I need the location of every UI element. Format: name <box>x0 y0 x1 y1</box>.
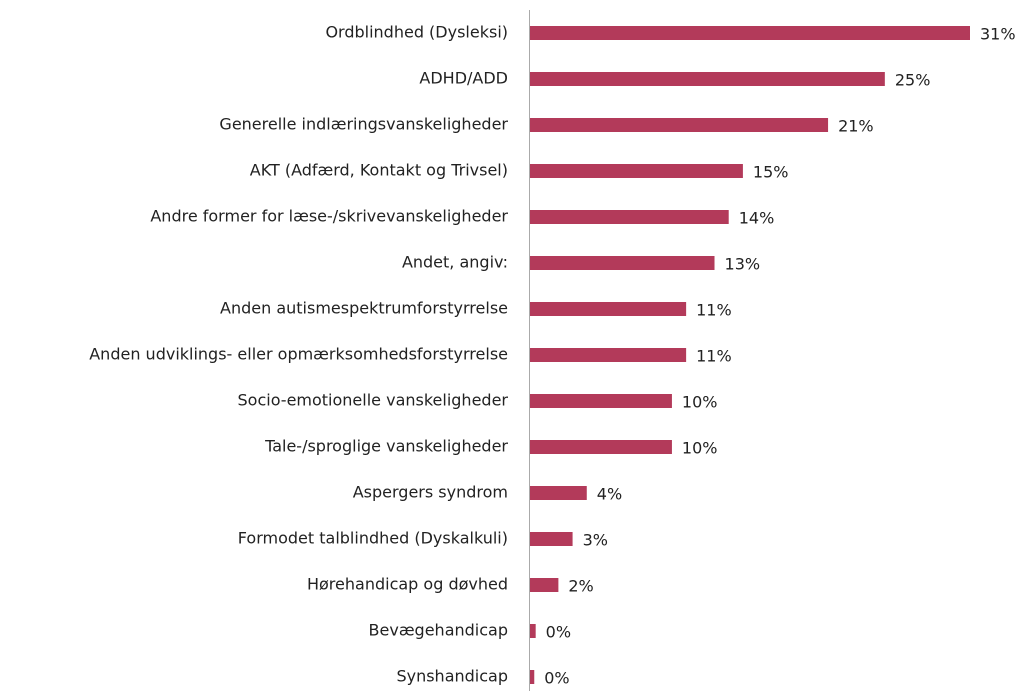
category-label: Bevægehandicap <box>369 621 508 640</box>
bar <box>530 348 687 362</box>
category-label: ADHD/ADD <box>419 69 508 88</box>
bar <box>530 624 536 638</box>
bar <box>530 532 573 546</box>
bar <box>530 210 729 224</box>
category-label: AKT (Adfærd, Kontakt og Trivsel) <box>250 161 508 180</box>
category-label: Tale-/sproglige vanskeligheder <box>264 437 508 456</box>
value-label: 0% <box>546 623 571 642</box>
category-label: Formodet talblindhed (Dyskalkuli) <box>238 529 508 548</box>
value-label: 0% <box>544 669 569 688</box>
category-label: Andre former for læse-/skrivevanskelighe… <box>150 207 508 226</box>
value-label: 14% <box>739 209 775 228</box>
value-label: 11% <box>696 347 732 366</box>
category-label: Aspergers syndrom <box>353 483 508 502</box>
category-label: Anden autismespektrumforstyrrelse <box>220 299 508 318</box>
bar <box>530 26 970 40</box>
bar <box>530 486 587 500</box>
bar <box>530 578 559 592</box>
value-label: 31% <box>980 25 1016 44</box>
bar <box>530 256 715 270</box>
bar <box>530 302 687 316</box>
value-label: 25% <box>895 71 931 90</box>
value-label: 4% <box>597 485 622 504</box>
bar <box>530 164 743 178</box>
value-label: 2% <box>568 577 593 596</box>
bar <box>530 72 885 86</box>
value-label: 10% <box>682 439 718 458</box>
category-label: Synshandicap <box>396 667 508 686</box>
bar <box>530 118 829 132</box>
category-label: Anden udviklings- eller opmærksomhedsfor… <box>89 345 508 364</box>
value-label: 21% <box>838 117 874 136</box>
value-label: 15% <box>753 163 789 182</box>
category-label: Socio-emotionelle vanskeligheder <box>238 391 509 410</box>
bar <box>530 394 672 408</box>
value-label: 10% <box>682 393 718 412</box>
value-label: 11% <box>696 301 732 320</box>
category-label: Ordblindhed (Dysleksi) <box>325 23 508 42</box>
category-label: Generelle indlæringsvanskeligheder <box>219 115 508 134</box>
bar <box>530 670 535 684</box>
value-label: 13% <box>725 255 761 274</box>
bar <box>530 440 672 454</box>
category-label: Hørehandicap og døvhed <box>307 575 508 594</box>
category-label: Andet, angiv: <box>402 253 508 272</box>
value-label: 3% <box>583 531 608 550</box>
